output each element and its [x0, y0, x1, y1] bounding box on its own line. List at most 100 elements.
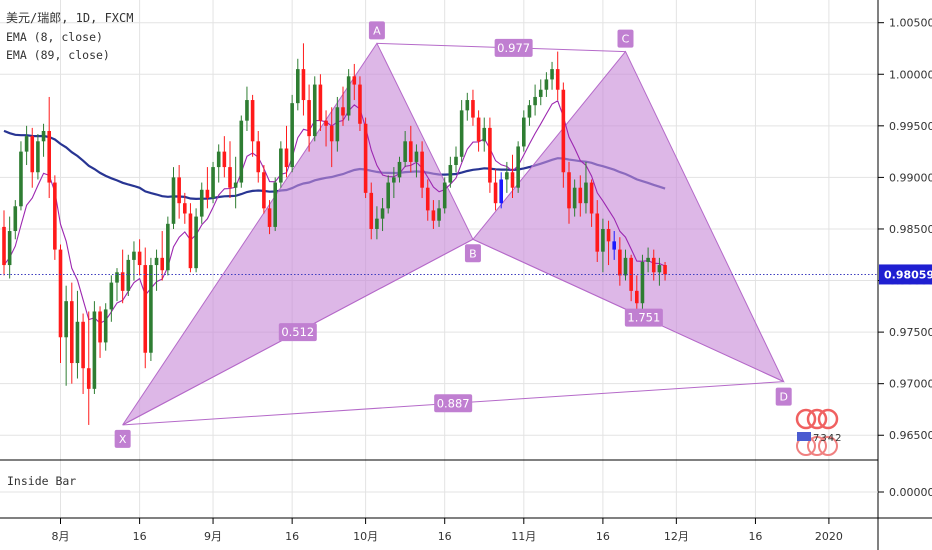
candle[interactable]: [188, 203, 193, 273]
candle-body[interactable]: [578, 187, 583, 204]
candle[interactable]: [2, 210, 6, 276]
candle-body[interactable]: [510, 172, 515, 188]
candle[interactable]: [431, 200, 436, 229]
candle[interactable]: [555, 51, 560, 101]
candle[interactable]: [437, 200, 441, 227]
candle-body[interactable]: [409, 141, 413, 162]
candle-body[interactable]: [516, 146, 520, 188]
candle[interactable]: [606, 220, 611, 266]
candle-body[interactable]: [7, 231, 12, 266]
candle[interactable]: [245, 86, 249, 131]
candle[interactable]: [301, 43, 306, 116]
candle-body[interactable]: [651, 257, 656, 273]
candle-body[interactable]: [86, 368, 91, 389]
candle[interactable]: [516, 141, 520, 193]
candle[interactable]: [612, 231, 616, 260]
candle-body[interactable]: [420, 151, 424, 188]
candle-body[interactable]: [98, 311, 102, 343]
candle[interactable]: [329, 107, 334, 168]
candle[interactable]: [561, 82, 566, 188]
candle-body[interactable]: [403, 141, 407, 162]
candle[interactable]: [448, 156, 453, 188]
candle-body[interactable]: [143, 265, 148, 353]
candle[interactable]: [143, 247, 148, 369]
candle-body[interactable]: [589, 182, 594, 214]
candle-body[interactable]: [115, 272, 119, 283]
candle-body[interactable]: [137, 251, 142, 266]
candle-body[interactable]: [13, 206, 18, 232]
candle-body[interactable]: [595, 213, 600, 252]
candle[interactable]: [640, 254, 645, 310]
candle[interactable]: [550, 61, 554, 90]
candle[interactable]: [482, 117, 487, 152]
candle[interactable]: [341, 86, 345, 126]
candle[interactable]: [279, 141, 283, 188]
candle[interactable]: [358, 76, 362, 131]
candle[interactable]: [149, 257, 153, 361]
candle-body[interactable]: [24, 136, 29, 152]
candle[interactable]: [70, 282, 74, 384]
candle-body[interactable]: [267, 208, 272, 227]
candle[interactable]: [397, 156, 402, 183]
candle-body[interactable]: [312, 84, 317, 137]
candle[interactable]: [211, 161, 215, 204]
candle-body[interactable]: [233, 182, 238, 188]
candle[interactable]: [657, 257, 662, 286]
candle-body[interactable]: [307, 100, 311, 137]
ema-fast-legend[interactable]: EMA (8, close): [6, 30, 103, 44]
candle-body[interactable]: [505, 172, 509, 180]
candle[interactable]: [205, 167, 210, 209]
candle[interactable]: [335, 96, 340, 152]
candle-body[interactable]: [550, 69, 554, 80]
candle[interactable]: [126, 254, 131, 297]
candle-body[interactable]: [149, 265, 153, 353]
candle[interactable]: [166, 216, 170, 276]
candle[interactable]: [267, 200, 272, 235]
candle-body[interactable]: [380, 208, 385, 219]
candle[interactable]: [222, 136, 227, 178]
candle[interactable]: [589, 179, 594, 227]
candle[interactable]: [375, 206, 379, 240]
candle[interactable]: [120, 249, 125, 304]
candle[interactable]: [471, 89, 475, 126]
candle[interactable]: [488, 117, 492, 193]
candle[interactable]: [177, 165, 181, 219]
candle-body[interactable]: [471, 100, 475, 118]
candle-body[interactable]: [499, 179, 503, 204]
candle[interactable]: [273, 177, 277, 232]
candle[interactable]: [623, 249, 628, 281]
candle-body[interactable]: [273, 182, 277, 227]
candle[interactable]: [386, 175, 390, 214]
candle[interactable]: [312, 76, 317, 142]
candle-body[interactable]: [657, 265, 662, 273]
candle[interactable]: [256, 130, 261, 183]
candle-body[interactable]: [375, 218, 379, 229]
candle-body[interactable]: [188, 213, 193, 269]
candle[interactable]: [239, 115, 244, 188]
candle[interactable]: [505, 161, 509, 193]
candle-body[interactable]: [533, 96, 537, 106]
candle[interactable]: [24, 125, 29, 166]
candle[interactable]: [154, 249, 159, 291]
candle[interactable]: [369, 182, 374, 240]
candle-body[interactable]: [527, 105, 532, 118]
candle-body[interactable]: [301, 69, 306, 101]
candle-body[interactable]: [256, 141, 261, 173]
candle[interactable]: [363, 117, 368, 199]
candle[interactable]: [290, 94, 294, 173]
candle-body[interactable]: [183, 203, 187, 214]
candle-body[interactable]: [318, 84, 323, 121]
candle[interactable]: [454, 146, 458, 173]
candle-body[interactable]: [425, 187, 430, 211]
candle[interactable]: [86, 311, 91, 425]
candle-body[interactable]: [36, 141, 40, 173]
candle-body[interactable]: [30, 136, 35, 173]
candle[interactable]: [651, 249, 656, 281]
candle[interactable]: [194, 208, 198, 273]
candle-body[interactable]: [488, 127, 492, 183]
candle[interactable]: [75, 290, 80, 379]
candle-body[interactable]: [369, 192, 374, 229]
time-axis[interactable]: 8月 16 9月 16 10月 16 11月 16 12月 16 2020: [52, 518, 843, 543]
ema-slow-legend[interactable]: EMA (89, close): [6, 48, 110, 62]
candle[interactable]: [137, 239, 142, 276]
